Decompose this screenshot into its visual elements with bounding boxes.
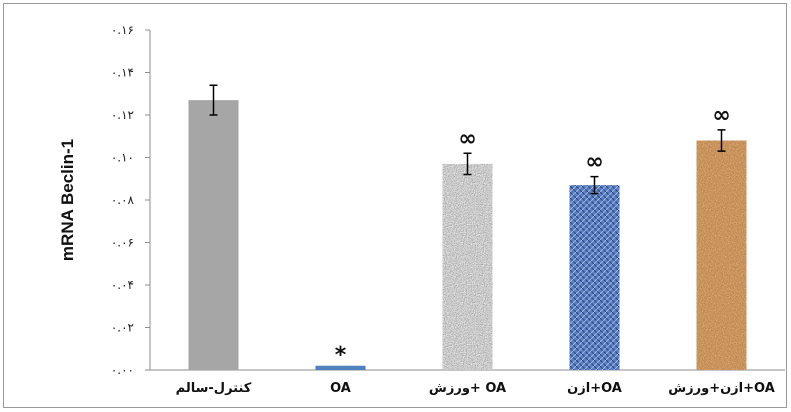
y-tick-label: ۰.۰۰ bbox=[111, 363, 134, 377]
y-tick-label: ۰.۰۸ bbox=[111, 193, 135, 207]
x-category-label: ازن+ورزش+OA bbox=[668, 381, 775, 396]
bar-5 bbox=[696, 140, 747, 370]
error-bar-1 bbox=[209, 84, 218, 116]
x-category-label: ازن+OA bbox=[567, 381, 622, 396]
y-tick-label: ۰.۱۴ bbox=[111, 66, 134, 80]
y-tick-label: ۰.۰۲ bbox=[111, 321, 134, 335]
bar-4 bbox=[569, 185, 620, 370]
significance-mark: * bbox=[335, 343, 347, 368]
significance-mark: ∞ bbox=[458, 126, 476, 151]
error-bar-3 bbox=[463, 152, 472, 176]
error-bar-5 bbox=[717, 129, 726, 152]
y-tick-label: ۰.۱۶ bbox=[111, 23, 134, 37]
significance-mark: ∞ bbox=[585, 150, 603, 175]
bar-2 bbox=[315, 365, 366, 370]
bar-1 bbox=[188, 100, 239, 370]
y-tick-label: ۰.۰۴ bbox=[111, 278, 134, 292]
x-category-label: OA bbox=[330, 381, 351, 396]
y-tick-label: ۰.۰۶ bbox=[111, 236, 134, 250]
significance-mark: ∞ bbox=[712, 103, 730, 128]
bar-3 bbox=[442, 163, 493, 370]
y-tick-label: ۰.۱۰ bbox=[111, 151, 134, 165]
x-category-label: کنترل-سالم bbox=[176, 381, 252, 396]
chart-frame bbox=[3, 3, 787, 408]
x-category-label: ورزش+ OA bbox=[429, 381, 506, 396]
y-tick-label: ۰.۱۲ bbox=[111, 108, 134, 122]
y-axis-label: mRNA Beclin-1 bbox=[58, 139, 77, 261]
error-bar-4 bbox=[590, 175, 599, 195]
